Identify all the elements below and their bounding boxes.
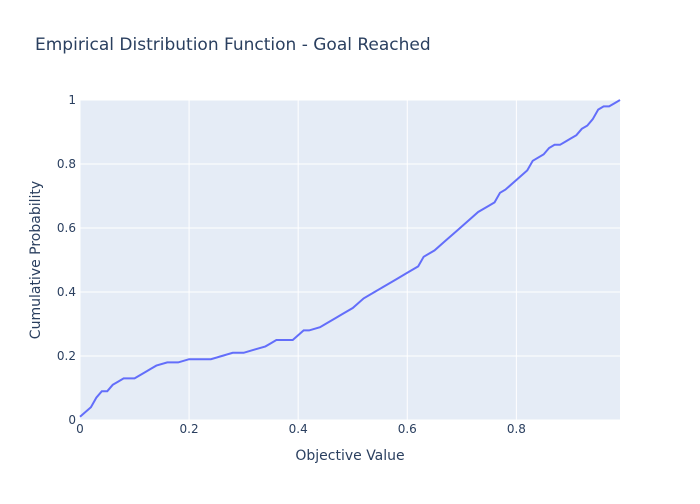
y-axis-title: Cumulative Probability [28, 181, 44, 339]
x-tick-label: 0.2 [180, 422, 199, 436]
x-tick-label: 0.4 [289, 422, 308, 436]
x-axis-title: Objective Value [295, 448, 404, 464]
chart-title: Empirical Distribution Function - Goal R… [35, 35, 431, 55]
y-axis-ticks: 0 0.2 0.4 0.6 0.8 1 [57, 93, 76, 427]
y-tick-label: 1 [68, 93, 76, 107]
series-line [79, 99, 621, 418]
y-tick-label: 0.4 [57, 285, 76, 299]
x-tick-label: 0 [76, 422, 84, 436]
x-axis-ticks: 0 0.2 0.4 0.6 0.8 [76, 422, 526, 436]
x-tick-label: 0.6 [398, 422, 417, 436]
y-tick-label: 0.6 [57, 221, 76, 235]
y-tick-label: 0.2 [57, 349, 76, 363]
y-tick-label: 0.8 [57, 157, 76, 171]
x-tick-label: 0.8 [507, 422, 526, 436]
y-tick-label: 0 [68, 413, 76, 427]
plot-area [80, 100, 620, 420]
